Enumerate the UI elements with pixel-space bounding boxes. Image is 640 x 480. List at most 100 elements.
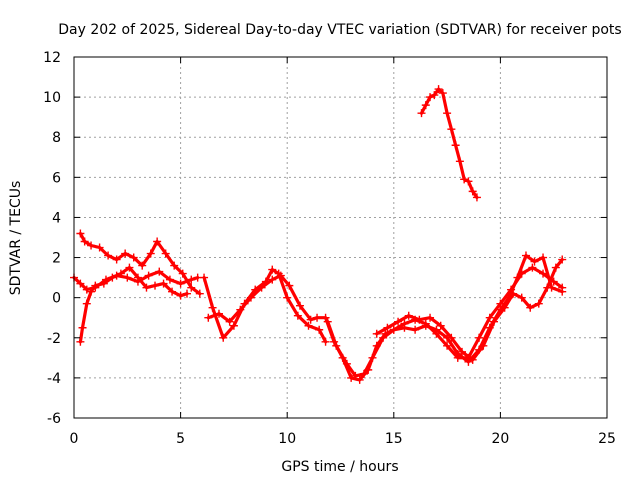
series-track-b — [78, 231, 202, 296]
data-point — [168, 287, 177, 296]
data-point — [176, 279, 185, 288]
data-point — [383, 323, 392, 332]
data-point — [372, 329, 381, 338]
data-point — [80, 237, 89, 246]
data-point — [411, 325, 420, 334]
data-point — [464, 357, 473, 366]
data-point — [76, 337, 85, 346]
data-point — [517, 293, 526, 302]
data-point — [151, 281, 160, 290]
data-point — [539, 269, 548, 278]
data-point — [430, 91, 439, 100]
y-tick-label: 4 — [52, 210, 61, 226]
data-point — [219, 333, 228, 342]
data-point — [200, 273, 209, 282]
data-point — [400, 323, 409, 332]
data-point — [295, 301, 304, 310]
y-tick-label: 2 — [52, 251, 61, 267]
data-point — [475, 333, 484, 342]
data-point — [159, 279, 168, 288]
data-point — [170, 261, 179, 270]
data-point — [268, 265, 277, 274]
x-tick-label: 15 — [385, 431, 403, 447]
data-point — [204, 313, 213, 322]
data-point — [123, 273, 132, 282]
data-point — [76, 229, 85, 238]
data-point — [195, 289, 204, 298]
data-point — [472, 193, 481, 202]
data-point — [104, 251, 113, 260]
data-point — [451, 141, 460, 150]
chart-title: Day 202 of 2025, Sidereal Day-to-day VTE… — [58, 22, 621, 38]
y-tick-label: -4 — [47, 371, 61, 387]
data-point — [246, 293, 255, 302]
data-point — [447, 125, 456, 134]
data-point — [468, 355, 477, 364]
data-point — [447, 333, 456, 342]
data-point — [359, 369, 368, 378]
data-point — [129, 253, 138, 262]
data-point — [78, 323, 87, 332]
data-point — [108, 273, 117, 282]
data-point — [155, 267, 164, 276]
x-axis-label: GPS time / hours — [281, 459, 398, 475]
data-point — [528, 263, 537, 272]
y-tick-label: -6 — [47, 411, 61, 427]
data-point — [95, 243, 104, 252]
data-point — [87, 287, 96, 296]
x-tick-labels: 0 5 10 15 20 25 — [70, 431, 616, 447]
data-point — [229, 321, 238, 330]
data-point — [421, 321, 430, 330]
data-point — [321, 337, 330, 346]
data-point — [347, 373, 356, 382]
data-point — [321, 313, 330, 322]
data-point — [133, 273, 142, 282]
data-point — [404, 311, 413, 320]
y-axis-label: SDTVAR / TECUs — [8, 181, 24, 296]
data-point — [165, 275, 174, 284]
data-point — [530, 257, 539, 266]
data-point — [323, 317, 332, 326]
y-tick-label: -2 — [47, 331, 61, 347]
data-point — [355, 375, 364, 384]
data-point — [293, 311, 302, 320]
data-point — [315, 325, 324, 334]
data-point — [332, 341, 341, 350]
data-point — [455, 157, 464, 166]
axis-ticks — [73, 56, 608, 419]
data-point — [432, 325, 441, 334]
series-track-d — [202, 268, 328, 344]
data-point — [285, 281, 294, 290]
y-tick-label: 0 — [52, 291, 61, 307]
data-point — [161, 249, 170, 258]
data-point — [306, 315, 315, 324]
data-point — [558, 255, 567, 264]
data-point — [225, 317, 234, 326]
data-point — [558, 287, 567, 296]
data-point — [125, 263, 134, 272]
data-point — [543, 283, 552, 292]
data-point — [283, 293, 292, 302]
y-tick-label: 6 — [52, 170, 61, 186]
data-point — [438, 89, 447, 98]
plot-frame — [73, 56, 608, 419]
data-point — [539, 253, 548, 262]
data-point — [208, 303, 217, 312]
data-point — [415, 315, 424, 324]
data-point — [304, 321, 313, 330]
data-point — [443, 109, 452, 118]
data-point — [236, 305, 245, 314]
data-point — [426, 93, 435, 102]
data-point — [479, 341, 488, 350]
x-tick-label: 20 — [491, 431, 509, 447]
data-point — [82, 285, 91, 294]
data-point — [485, 313, 494, 322]
data-point — [460, 175, 469, 184]
data-point — [276, 271, 285, 280]
data-point — [434, 85, 443, 94]
data-point — [468, 187, 477, 196]
data-point — [464, 177, 473, 186]
y-tick-labels: -6 -4 -2 0 2 4 6 8 10 12 — [43, 50, 61, 427]
data-point — [176, 291, 185, 300]
